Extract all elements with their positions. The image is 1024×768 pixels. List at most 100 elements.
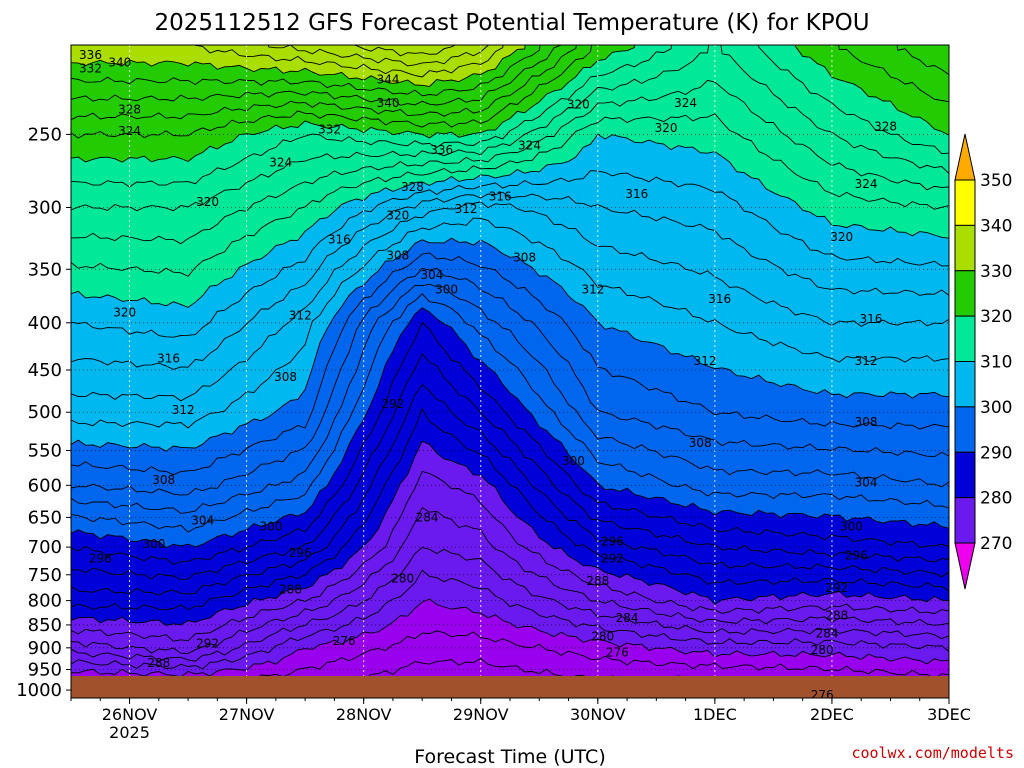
contour-label-340: 340	[108, 56, 131, 70]
colorbar-label-310: 310	[980, 353, 1012, 373]
colorbar-swatch-7	[954, 497, 976, 544]
colorbar-label-320: 320	[980, 307, 1012, 327]
contour-330	[71, 45, 949, 163]
contour-326	[71, 45, 949, 212]
contour-label-300: 300	[142, 537, 165, 551]
contour-label-344: 344	[377, 73, 400, 87]
y-axis: 2503003504004505005506006507007508008509…	[16, 124, 71, 701]
contour-label-316: 316	[489, 190, 512, 204]
contour-label-296: 296	[845, 549, 868, 563]
contour-304	[71, 283, 949, 514]
contour-label-320: 320	[386, 208, 409, 222]
grid-lines	[71, 45, 949, 698]
y-tick-label-900: 900	[28, 638, 62, 659]
contour-label-340: 340	[377, 96, 400, 110]
colorbar-label-280: 280	[980, 489, 1012, 509]
colorbar-swatch-2	[954, 270, 976, 317]
band-340	[71, 45, 526, 87]
contour-328	[71, 45, 949, 188]
contour-label-320: 320	[113, 306, 136, 320]
contour-label-312: 312	[289, 309, 312, 323]
contour-310	[71, 237, 949, 452]
contour-label-308: 308	[855, 415, 878, 429]
contour-288	[71, 470, 949, 642]
contour-label-292: 292	[601, 551, 624, 565]
contour-286	[71, 506, 949, 654]
contour-302	[71, 293, 949, 533]
contour-308	[71, 252, 949, 476]
y-tick-label-450: 450	[28, 360, 62, 381]
x-tick-sublabel: 2025	[109, 723, 150, 742]
contour-label-328: 328	[874, 119, 897, 133]
contour-label-304: 304	[191, 513, 214, 527]
colorbar-label-350: 350	[980, 171, 1012, 191]
contour-label-300: 300	[840, 520, 863, 534]
band-350	[71, 0, 949, 6]
contour-282	[71, 569, 949, 670]
y-tick-label-550: 550	[28, 440, 62, 461]
colorbar-swatch-4	[954, 361, 976, 408]
contour-label-324: 324	[674, 96, 697, 110]
y-tick-label-1000: 1000	[16, 680, 62, 701]
contour-label-320: 320	[196, 195, 219, 209]
contour-label-284: 284	[616, 611, 639, 625]
contour-label-308: 308	[513, 251, 536, 265]
contour-316	[71, 191, 949, 370]
colorbar-label-340: 340	[980, 216, 1012, 236]
contour-label-304: 304	[855, 476, 878, 490]
credit-link[interactable]: coolwx.com/modelts	[851, 744, 1014, 762]
contour-290	[71, 440, 949, 626]
x-tick-label-26NOV: 26NOV	[102, 705, 158, 724]
contour-322	[71, 113, 949, 277]
contour-348	[71, 0, 949, 7]
band-290	[71, 307, 949, 626]
y-tick-label-750: 750	[28, 565, 62, 586]
x-axis-label: Forecast Time (UTC)	[414, 746, 605, 768]
x-tick-label-27NOV: 27NOV	[219, 705, 275, 724]
colorbar-label-270: 270	[980, 534, 1012, 554]
contour-label-300: 300	[435, 282, 458, 296]
contour-label-312: 312	[694, 354, 717, 368]
contour-label-292: 292	[196, 636, 219, 650]
x-tick-label-3DEC: 3DEC	[927, 705, 971, 724]
contour-324	[71, 79, 949, 245]
contour-label-320: 320	[567, 97, 590, 111]
band-280	[71, 441, 949, 677]
contour-label-312: 312	[172, 403, 195, 417]
contour-label-300: 300	[260, 520, 283, 534]
contour-338	[71, 45, 541, 97]
contour-label-296: 296	[601, 534, 624, 548]
contour-320	[71, 133, 949, 308]
contour-label-312: 312	[455, 202, 478, 216]
colorbar-swatch-5	[954, 406, 976, 453]
colorbar-label-290: 290	[980, 443, 1012, 463]
contour-label-284: 284	[416, 510, 439, 524]
contour-318	[71, 170, 949, 338]
contour-label-300: 300	[562, 454, 585, 468]
y-tick-label-500: 500	[28, 402, 62, 423]
y-tick-label-350: 350	[28, 259, 62, 280]
contour-label-308: 308	[689, 436, 712, 450]
contour-312	[71, 217, 949, 429]
band-310	[71, 134, 949, 452]
contour-label-308: 308	[386, 248, 409, 262]
contour-298	[71, 322, 949, 565]
contour-label-324: 324	[118, 124, 141, 138]
contour-label-312: 312	[855, 354, 878, 368]
contour-label-320: 320	[655, 121, 678, 135]
contour-label-316: 316	[625, 187, 648, 201]
colorbar-label-300: 300	[980, 398, 1012, 418]
contour-label-288: 288	[147, 656, 170, 670]
contour-lines	[71, 0, 949, 698]
colorbar-swatch-1	[954, 224, 976, 272]
colorbar-top-arrow	[954, 133, 976, 181]
contour-294	[71, 384, 949, 596]
x-tick-label-1DEC: 1DEC	[693, 705, 737, 724]
x-tick-label-28NOV: 28NOV	[336, 705, 392, 724]
contour-label-332: 332	[318, 123, 341, 137]
contour-label-324: 324	[269, 155, 292, 169]
contour-284	[71, 547, 949, 662]
band-320	[71, 45, 949, 308]
contour-334	[71, 45, 949, 121]
